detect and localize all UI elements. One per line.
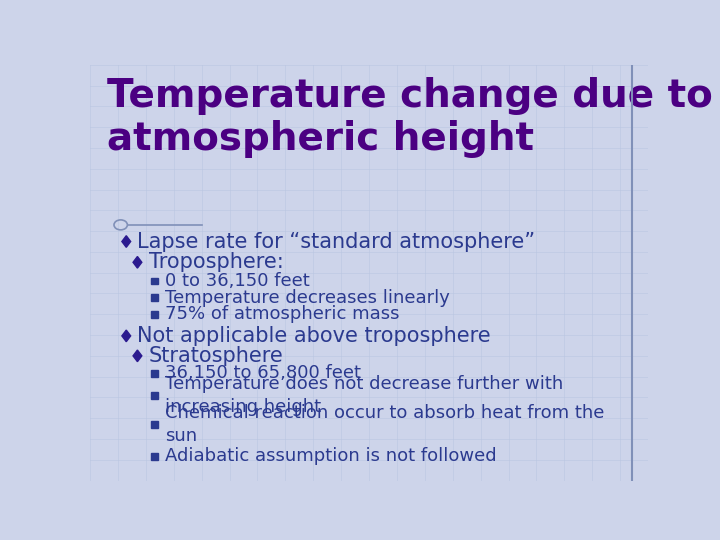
Text: 0 to 36,150 feet: 0 to 36,150 feet [166,272,310,290]
Polygon shape [133,350,142,362]
Text: 75% of atmospheric mass: 75% of atmospheric mass [166,305,400,323]
Polygon shape [150,421,158,428]
Text: Chemical reaction occur to absorb heat from the
sun: Chemical reaction occur to absorb heat f… [166,404,605,445]
Text: Temperature decreases linearly: Temperature decreases linearly [166,289,450,307]
Text: Lapse rate for “standard atmosphere”: Lapse rate for “standard atmosphere” [138,232,536,252]
Polygon shape [150,392,158,399]
Text: Temperature change due to
atmospheric height: Temperature change due to atmospheric he… [107,77,713,158]
Polygon shape [150,453,158,460]
Text: 36,150 to 65,800 feet: 36,150 to 65,800 feet [166,364,361,382]
Text: Troposphere:: Troposphere: [148,252,284,272]
Polygon shape [150,278,158,285]
Polygon shape [150,370,158,377]
Polygon shape [150,294,158,301]
Text: Not applicable above troposphere: Not applicable above troposphere [138,326,491,346]
Polygon shape [133,256,142,268]
Polygon shape [122,330,130,342]
Polygon shape [150,311,158,318]
Text: Temperature does not decrease further with
increasing height: Temperature does not decrease further wi… [166,375,564,416]
Text: Adiabatic assumption is not followed: Adiabatic assumption is not followed [166,448,497,465]
Text: Stratosphere: Stratosphere [148,346,284,366]
Polygon shape [122,235,130,247]
